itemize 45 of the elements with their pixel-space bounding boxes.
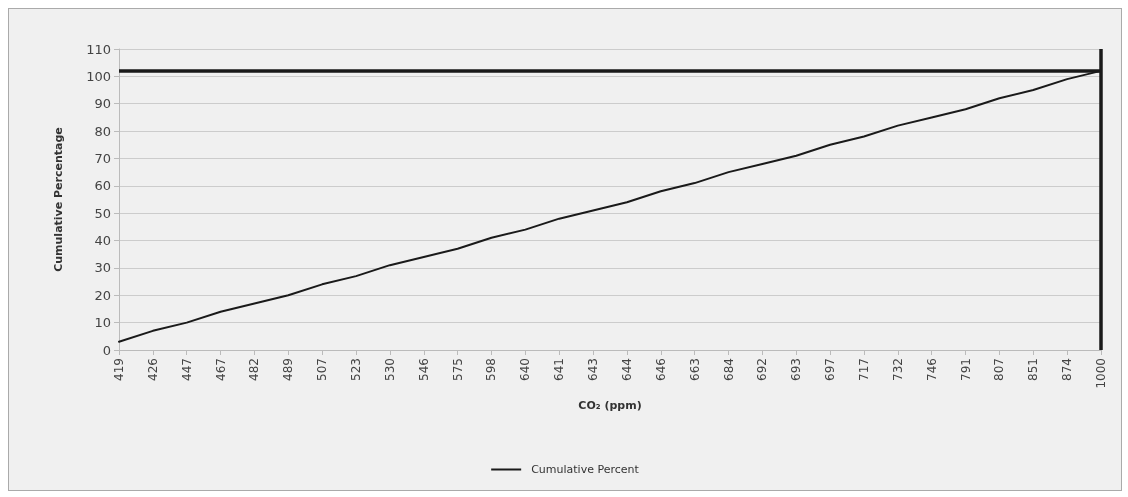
x-tick-label: 807	[992, 358, 1007, 381]
x-tick-label: 575	[450, 358, 465, 381]
y-tick-label: 80	[94, 123, 111, 139]
x-tick-label: 697	[823, 358, 838, 381]
x-tick-label: 426	[145, 358, 160, 381]
x-tick-label: 693	[789, 358, 804, 381]
x-tick-label: 791	[958, 358, 973, 381]
x-tick-label: 419	[112, 358, 126, 381]
x-tick-label: 851	[1026, 358, 1041, 381]
x-tick-label: 482	[247, 358, 262, 381]
x-tick-label: 447	[179, 358, 194, 381]
x-tick-label: 641	[552, 358, 567, 381]
y-tick-label: 50	[94, 205, 111, 221]
y-tick-label: 70	[94, 150, 111, 166]
x-tick-label: 663	[687, 358, 702, 381]
legend-label: Cumulative Percent	[531, 463, 640, 476]
x-tick-label: 598	[484, 358, 499, 381]
x-tick-label: 1000	[1094, 358, 1108, 389]
x-tick-label: 684	[721, 358, 736, 381]
x-tick-label: 489	[281, 358, 296, 381]
x-tick-label: 507	[315, 358, 330, 381]
x-tick-label: 644	[619, 358, 634, 381]
x-axis-title: CO₂ (ppm)	[578, 399, 642, 412]
y-tick-label: 0	[102, 342, 111, 358]
x-tick-label: 646	[653, 358, 668, 381]
x-tick-label: 717	[856, 358, 871, 381]
y-tick-label: 60	[94, 178, 111, 194]
y-axis-title: Cumulative Percentage	[52, 127, 65, 272]
x-tick-label: 467	[213, 358, 228, 381]
y-tick-label: 40	[94, 233, 111, 249]
x-tick-label: 874	[1060, 358, 1075, 381]
x-tick-label: 732	[890, 358, 905, 381]
x-tick-label: 530	[382, 358, 397, 381]
x-tick-label: 546	[416, 358, 431, 381]
x-tick-label: 746	[924, 358, 939, 381]
x-tick-label: 643	[586, 358, 601, 381]
y-tick-label: 100	[86, 68, 111, 84]
x-tick-label: 640	[518, 358, 533, 381]
x-tick-label: 692	[755, 358, 770, 381]
y-tick-label: 20	[94, 287, 111, 303]
y-tick-label: 90	[94, 96, 111, 112]
y-tick-label: 10	[94, 315, 111, 331]
y-tick-label: 110	[86, 41, 111, 57]
x-tick-label: 523	[349, 358, 364, 381]
y-tick-label: 30	[94, 260, 111, 276]
